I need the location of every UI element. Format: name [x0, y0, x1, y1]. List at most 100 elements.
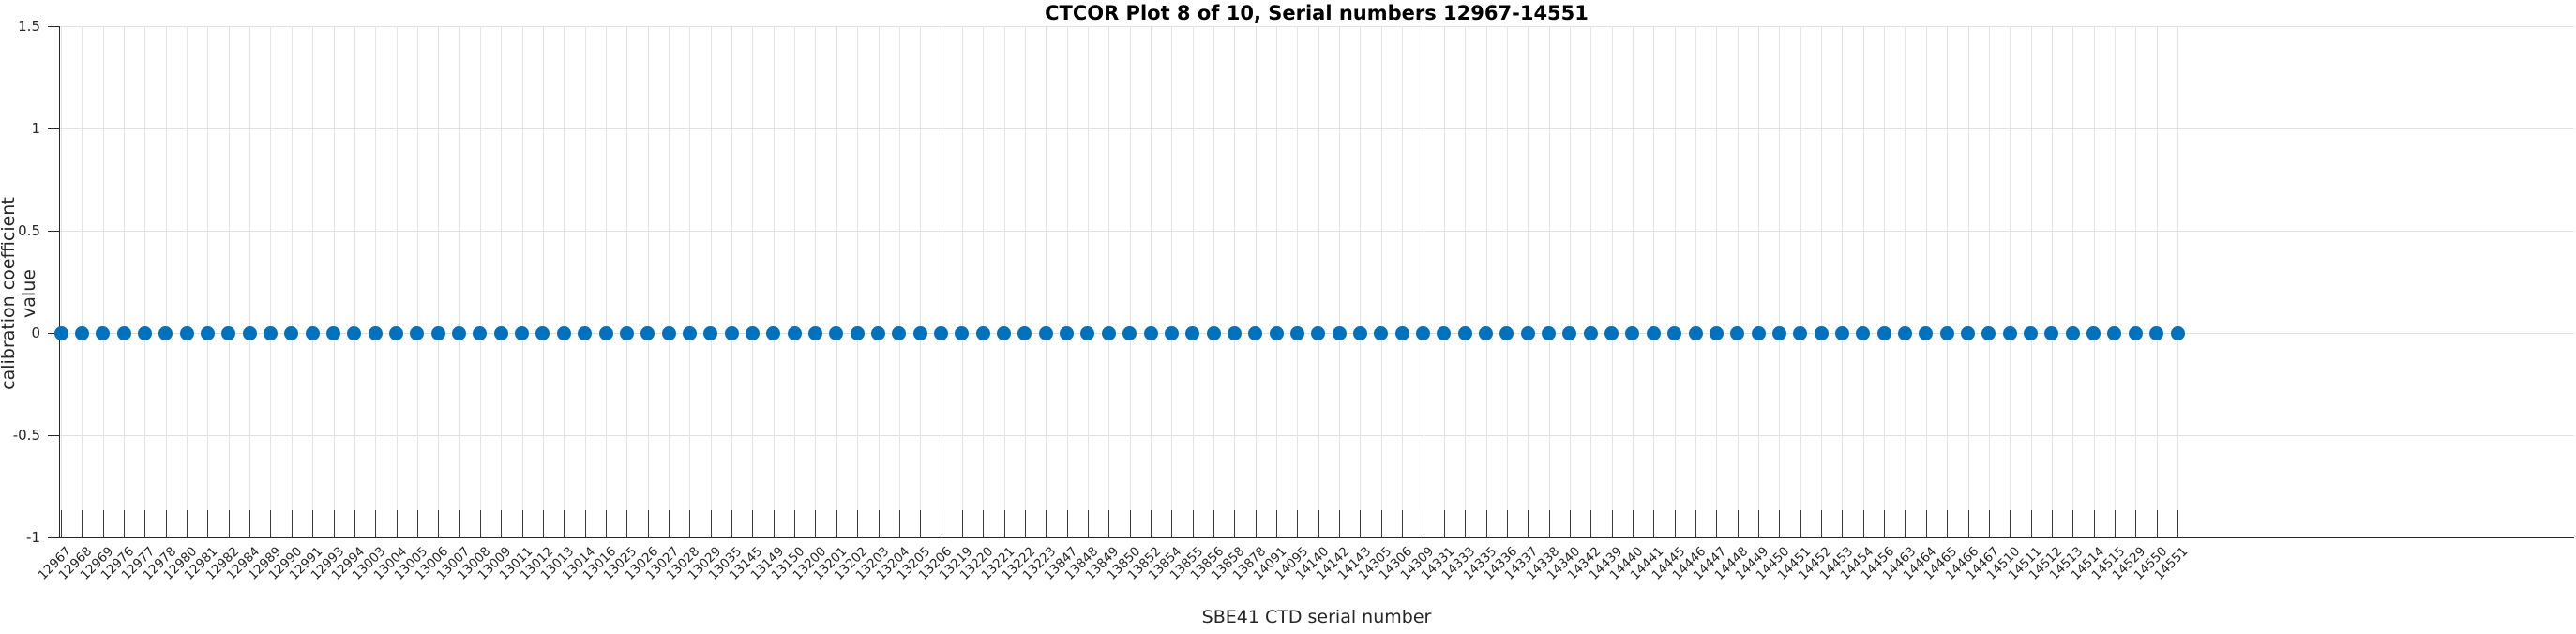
x-tick-mark — [1192, 510, 1194, 537]
data-point — [389, 325, 404, 340]
x-gridline — [207, 26, 209, 537]
x-gridline — [1947, 26, 1949, 537]
data-point — [1771, 325, 1786, 340]
data-point — [2170, 325, 2185, 340]
x-gridline — [375, 26, 377, 537]
x-gridline — [291, 26, 293, 537]
x-tick-mark — [1548, 510, 1550, 537]
data-point — [578, 325, 593, 340]
data-point — [535, 325, 550, 340]
x-gridline — [1905, 26, 1906, 537]
x-tick-mark — [1066, 510, 1068, 537]
data-point — [1437, 325, 1452, 340]
x-tick-mark — [2030, 510, 2032, 537]
data-point — [1961, 325, 1976, 340]
x-gridline — [1695, 26, 1697, 537]
x-gridline — [2156, 26, 2158, 537]
data-point — [619, 325, 634, 340]
x-gridline — [1967, 26, 1969, 537]
y-tick-mark — [48, 333, 59, 334]
x-gridline — [2030, 26, 2032, 537]
x-tick-mark — [1779, 510, 1781, 537]
x-tick-mark — [249, 510, 251, 537]
x-gridline — [1528, 26, 1529, 537]
x-tick-mark — [2156, 510, 2158, 537]
x-tick-mark — [1653, 510, 1655, 537]
x-gridline — [920, 26, 922, 537]
x-tick-mark — [1234, 510, 1236, 537]
data-point — [1939, 325, 1954, 340]
data-point — [1876, 325, 1891, 340]
data-point — [96, 325, 111, 340]
x-tick-mark — [1046, 510, 1047, 537]
x-gridline — [878, 26, 880, 537]
x-gridline — [1108, 26, 1110, 537]
x-tick-mark — [647, 510, 649, 537]
data-point — [515, 325, 530, 340]
x-gridline — [396, 26, 398, 537]
data-point — [1060, 325, 1075, 340]
x-gridline — [1548, 26, 1550, 537]
x-tick-mark — [1569, 510, 1571, 537]
x-tick-mark — [438, 510, 440, 537]
x-gridline — [501, 26, 503, 537]
x-tick-mark — [731, 510, 733, 537]
x-tick-mark — [165, 510, 167, 537]
data-point — [997, 325, 1012, 340]
x-tick-mark — [773, 510, 775, 537]
data-point — [1562, 325, 1577, 340]
x-tick-mark — [479, 510, 481, 537]
x-gridline — [689, 26, 691, 537]
x-tick-mark — [1884, 510, 1886, 537]
data-point — [1269, 325, 1284, 340]
x-gridline — [1884, 26, 1886, 537]
data-point — [410, 325, 425, 340]
x-tick-mark — [794, 510, 796, 537]
x-gridline — [1171, 26, 1173, 537]
x-tick-mark — [1528, 510, 1529, 537]
x-tick-mark — [1465, 510, 1467, 537]
x-gridline — [731, 26, 733, 537]
chart-title: CTCOR Plot 8 of 10, Serial numbers 12967… — [1045, 2, 1589, 24]
data-point — [1185, 325, 1200, 340]
x-gridline — [710, 26, 712, 537]
x-tick-mark — [228, 510, 230, 537]
x-tick-mark — [1318, 510, 1319, 537]
x-gridline — [606, 26, 607, 537]
data-point — [2149, 325, 2164, 340]
data-point — [1227, 325, 1242, 340]
x-gridline — [1758, 26, 1760, 537]
data-point — [1122, 325, 1137, 340]
x-gridline — [564, 26, 565, 537]
x-gridline — [542, 26, 544, 537]
data-point — [263, 325, 278, 340]
x-gridline — [1234, 26, 1236, 537]
data-point — [807, 325, 822, 340]
data-point — [1457, 325, 1472, 340]
x-gridline — [2010, 26, 2011, 537]
data-point — [347, 325, 362, 340]
x-gridline — [438, 26, 440, 537]
x-tick-mark — [82, 510, 83, 537]
x-tick-mark — [1947, 510, 1949, 537]
data-point — [1352, 325, 1367, 340]
x-gridline — [1339, 26, 1341, 537]
x-tick-mark — [1737, 510, 1739, 537]
x-tick-mark — [1213, 510, 1215, 537]
y-gridline — [59, 26, 2574, 27]
x-gridline — [1129, 26, 1131, 537]
x-gridline — [647, 26, 649, 537]
x-tick-mark — [1003, 510, 1005, 537]
x-tick-mark — [1842, 510, 1844, 537]
data-point — [368, 325, 383, 340]
x-tick-mark — [1674, 510, 1676, 537]
y-axis-line — [59, 26, 60, 537]
x-gridline — [1024, 26, 1026, 537]
data-point — [1311, 325, 1326, 340]
data-point — [1856, 325, 1871, 340]
x-tick-mark — [898, 510, 900, 537]
y-tick-label: 0 — [31, 325, 40, 341]
x-tick-mark — [983, 510, 985, 537]
x-gridline — [1716, 26, 1718, 537]
